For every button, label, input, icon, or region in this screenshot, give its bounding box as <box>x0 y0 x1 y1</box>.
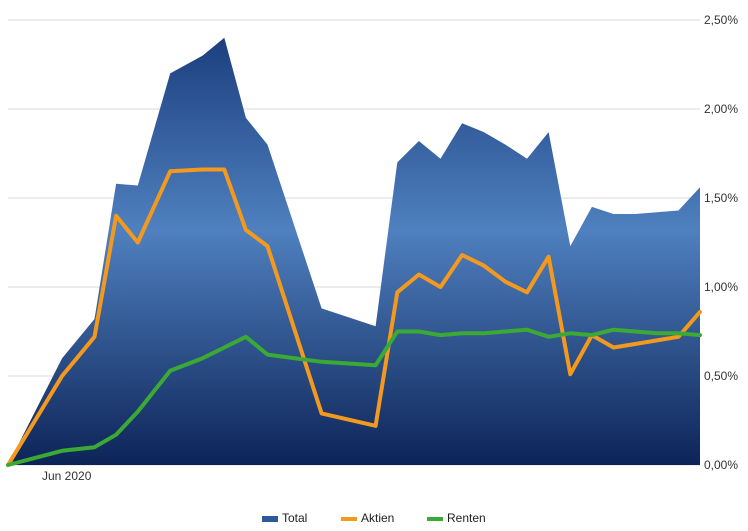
y-tick-label: 1,50% <box>704 191 738 205</box>
x-tick-label: Jun 2020 <box>42 469 92 483</box>
area-layer <box>8 37 700 466</box>
series-line-aktien <box>6 167 702 467</box>
y-tick-label: 2,50% <box>704 13 738 27</box>
series-area-total <box>8 37 700 466</box>
y-axis: 0,00% 0,50% 1,00% 1,50% 2,00% 2,50% <box>704 13 738 472</box>
line-layer <box>6 167 702 467</box>
legend-label-aktien: Aktien <box>361 511 394 525</box>
legend: Total Aktien Renten <box>262 511 486 525</box>
y-tick-label: 0,50% <box>704 369 738 383</box>
y-tick-label: 2,00% <box>704 102 738 116</box>
legend-label-total: Total <box>282 511 307 525</box>
x-axis: Jun 2020 <box>42 469 92 483</box>
y-tick-label: 0,00% <box>704 458 738 472</box>
series-line-renten <box>6 327 702 467</box>
legend-swatch-renten <box>427 517 443 521</box>
legend-swatch-total <box>262 516 278 522</box>
y-tick-label: 1,00% <box>704 280 738 294</box>
legend-swatch-aktien <box>341 517 357 521</box>
legend-label-renten: Renten <box>447 511 486 525</box>
